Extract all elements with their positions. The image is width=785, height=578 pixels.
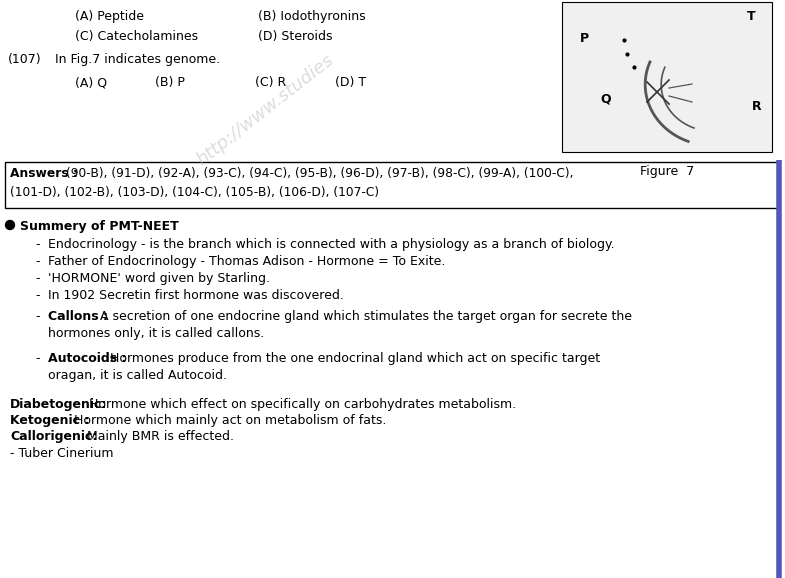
Text: -: - [35,310,39,323]
FancyBboxPatch shape [5,162,778,208]
Text: -: - [35,289,39,302]
Text: oragan, it is called Autocoid.: oragan, it is called Autocoid. [48,369,227,382]
Text: (A) Peptide: (A) Peptide [75,10,144,23]
Text: Q: Q [600,92,611,105]
Text: Callorigenic:: Callorigenic: [10,430,97,443]
Text: -: - [35,272,39,285]
Text: Hormones produce from the one endocrinal gland which act on specific target: Hormones produce from the one endocrinal… [106,352,600,365]
Text: hormones only, it is called callons.: hormones only, it is called callons. [48,327,265,340]
Text: (107): (107) [8,53,42,66]
Text: (C) R: (C) R [255,76,287,89]
Text: A secretion of one endocrine gland which stimulates the target organ for secrete: A secretion of one endocrine gland which… [96,310,632,323]
Text: Autocoids :: Autocoids : [48,352,126,365]
Text: In 1902 Secretin first hormone was discovered.: In 1902 Secretin first hormone was disco… [48,289,344,302]
Text: In Fig.7 indicates genome.: In Fig.7 indicates genome. [55,53,220,66]
Text: (C) Catecholamines: (C) Catecholamines [75,30,198,43]
Text: T: T [747,10,756,23]
Text: (A) Q: (A) Q [75,76,107,89]
Text: Figure  7: Figure 7 [640,165,694,178]
Text: -: - [35,352,39,365]
Text: (D) Steroids: (D) Steroids [258,30,333,43]
Text: Answers :: Answers : [10,167,82,180]
Text: -: - [35,255,39,268]
FancyBboxPatch shape [562,2,772,152]
Text: Callons :: Callons : [48,310,108,323]
Text: Diabetogenic:: Diabetogenic: [10,398,108,411]
Text: - Tuber Cinerium: - Tuber Cinerium [10,447,114,460]
Text: P: P [580,32,589,45]
Text: Hormone which mainly act on metabolism of fats.: Hormone which mainly act on metabolism o… [70,414,386,427]
Text: Hormone which effect on specifically on carbohydrates metabolism.: Hormone which effect on specifically on … [85,398,516,411]
Text: Ketogenic :: Ketogenic : [10,414,89,427]
Circle shape [5,220,14,229]
Text: Endocrinology - is the branch which is connected with a physiology as a branch o: Endocrinology - is the branch which is c… [48,238,615,251]
Text: (B) Iodothyronins: (B) Iodothyronins [258,10,366,23]
Text: Father of Endocrinology - Thomas Adison - Hormone = To Exite.: Father of Endocrinology - Thomas Adison … [48,255,445,268]
Text: R: R [752,100,761,113]
Text: 'HORMONE' word given by Starling.: 'HORMONE' word given by Starling. [48,272,270,285]
Text: Mainly BMR is effected.: Mainly BMR is effected. [83,430,234,443]
Text: (B) P: (B) P [155,76,185,89]
Text: Summery of PMT-NEET: Summery of PMT-NEET [20,220,179,233]
Text: (90-B), (91-D), (92-A), (93-C), (94-C), (95-B), (96-D), (97-B), (98-C), (99-A), : (90-B), (91-D), (92-A), (93-C), (94-C), … [66,167,574,180]
Text: (D) T: (D) T [335,76,366,89]
Text: -: - [35,238,39,251]
Text: (101-D), (102-B), (103-D), (104-C), (105-B), (106-D), (107-C): (101-D), (102-B), (103-D), (104-C), (105… [10,186,379,199]
Text: http://www.studies: http://www.studies [193,51,337,169]
